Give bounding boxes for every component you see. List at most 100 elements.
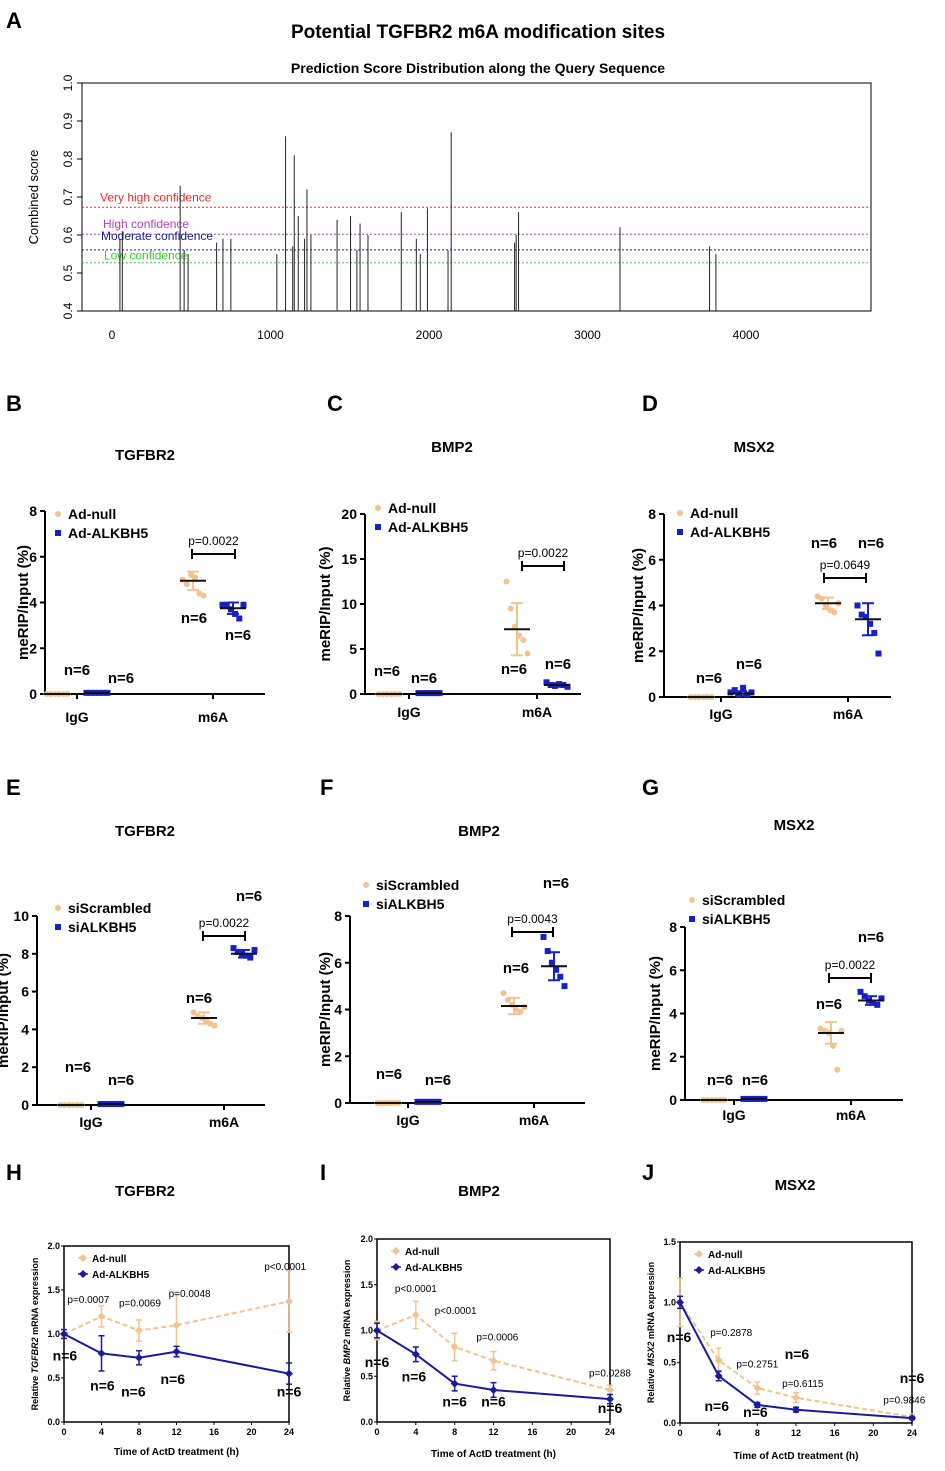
y-tick-label: 0.6 [61, 226, 75, 243]
legend-label: siScrambled [702, 892, 785, 908]
y-tick-label: 0 [29, 686, 37, 702]
y-axis-label: meRIP/Input (%) [0, 953, 12, 1068]
data-point [247, 954, 254, 961]
legend-label: siALKBH5 [68, 919, 137, 935]
panel-E: E TGFBR2 0 2 4 6 8 10 IgG m6A meRIP/Input (%) siScr… [0, 775, 265, 1130]
x-tick-label: m6A [209, 1114, 239, 1130]
data-point [867, 620, 874, 627]
y-axis-label-part: mRNA expression [30, 1258, 40, 1338]
y-tick-label: 2 [669, 1049, 677, 1065]
x-tick-label: 24 [284, 1427, 294, 1437]
legend-label: siALKBH5 [702, 911, 771, 927]
n-label: n=6 [181, 610, 207, 627]
data-point [524, 650, 531, 657]
n-label: n=6 [225, 627, 251, 644]
x-tick-label: 4 [99, 1427, 104, 1437]
y-tick-label: 1.5 [47, 1285, 60, 1295]
data-point [606, 1385, 614, 1394]
x-tick-label: 12 [488, 1427, 498, 1437]
data-point [236, 615, 243, 622]
y-axis-label: Relative MSX2 mRNA expression [646, 1262, 656, 1403]
p-value-label: p=0.0022 [199, 916, 250, 930]
legend-label: Ad-ALKBH5 [388, 519, 468, 535]
data-point [450, 1342, 459, 1351]
n-label: n=6 [743, 1404, 768, 1420]
x-tick-label: 24 [605, 1427, 615, 1437]
panel-letter-J: J [642, 1160, 654, 1185]
p-value-label: p=0.0288 [589, 1368, 631, 1379]
x-tick-label: 0 [109, 328, 116, 342]
y-tick-label: 4 [648, 598, 656, 614]
y-axis-label: meRIP/Input (%) [317, 546, 334, 661]
x-axis-label: Time of ActD treatment (h) [114, 1447, 239, 1458]
n-label: n=6 [900, 1370, 925, 1386]
y-tick-label: 10 [341, 596, 357, 612]
legend-marker [695, 1266, 703, 1274]
y-tick-label: 5 [349, 641, 357, 657]
legend-label: Ad-ALKBH5 [68, 525, 148, 541]
y-tick-label: 2.0 [47, 1241, 60, 1251]
data-point [60, 1330, 68, 1338]
chart-title: TGFBR2 [115, 447, 175, 464]
y-tick-label: 1.5 [663, 1237, 676, 1247]
data-point [234, 948, 241, 955]
y-tick-label: 2 [29, 640, 37, 656]
data-point [744, 691, 751, 698]
legend-marker [695, 1250, 703, 1258]
legend-marker [79, 1254, 87, 1262]
n-label: n=6 [160, 1371, 185, 1387]
y-tick-label: 0.0 [360, 1417, 373, 1427]
y-tick-label: 2 [21, 1059, 29, 1075]
legend-label: Ad-null [708, 1250, 743, 1261]
data-point [373, 1326, 381, 1335]
data-point [227, 606, 234, 613]
x-tick-label: IgG [709, 706, 732, 722]
data-point [172, 1321, 181, 1330]
n-label: n=6 [503, 960, 529, 977]
panel-C: C BMP2 0 5 10 15 20 IgG m6A meRIP/Input (%) Ad-nul… [317, 391, 581, 720]
threshold-label: Very high confidence [100, 190, 212, 204]
data-point [190, 1009, 197, 1016]
x-tick-label: 16 [830, 1428, 840, 1438]
y-tick-label: 0.5 [47, 1373, 60, 1383]
panel-letter-D: D [642, 391, 658, 416]
n-label: n=6 [736, 656, 762, 673]
data-point [858, 611, 865, 618]
y-tick-label: 0 [21, 1097, 29, 1113]
y-tick-label: 0.0 [47, 1417, 60, 1427]
n-label: n=6 [186, 990, 212, 1007]
p-value-label: p=0.6115 [782, 1379, 824, 1390]
legend-label: Ad-null [68, 506, 116, 522]
legend-marker [79, 1270, 87, 1278]
data-point [753, 1400, 762, 1409]
data-point [740, 684, 747, 691]
p-value-label: p<0.0001 [395, 1284, 437, 1295]
n-label: n=6 [121, 1383, 146, 1399]
data-point [450, 1379, 459, 1388]
threshold-label: Low confidence [104, 249, 188, 263]
legend-label: Ad-ALKBH5 [405, 1263, 463, 1274]
y-tick-label: 0.4 [61, 302, 75, 319]
chart-title: MSX2 [734, 439, 775, 456]
y-tick-label: 8 [669, 919, 677, 935]
p-value-label: p=0.0006 [476, 1333, 518, 1344]
y-tick-label: 15 [341, 551, 357, 567]
y-tick-label: 6 [648, 552, 656, 568]
p-value-label: p=0.0069 [119, 1299, 161, 1310]
data-point [548, 959, 555, 966]
y-tick-label: 20 [341, 506, 357, 522]
data-point [503, 578, 510, 585]
data-point [489, 1356, 498, 1365]
data-point [870, 999, 877, 1006]
x-tick-label: m6A [522, 704, 552, 720]
y-tick-label: 8 [21, 946, 29, 962]
p-value-label: p=0.0007 [67, 1295, 109, 1306]
y-axis-label: meRIP/Input (%) [15, 545, 32, 660]
n-label: n=6 [667, 1329, 692, 1345]
x-tick-label: 8 [452, 1427, 457, 1437]
y-tick-label: 0.8 [61, 150, 75, 167]
n-label: n=6 [707, 1072, 733, 1089]
x-axis-label: Time of ActD treatment (h) [431, 1449, 556, 1460]
n-label: n=6 [365, 1354, 390, 1370]
n-label: n=6 [811, 535, 837, 552]
